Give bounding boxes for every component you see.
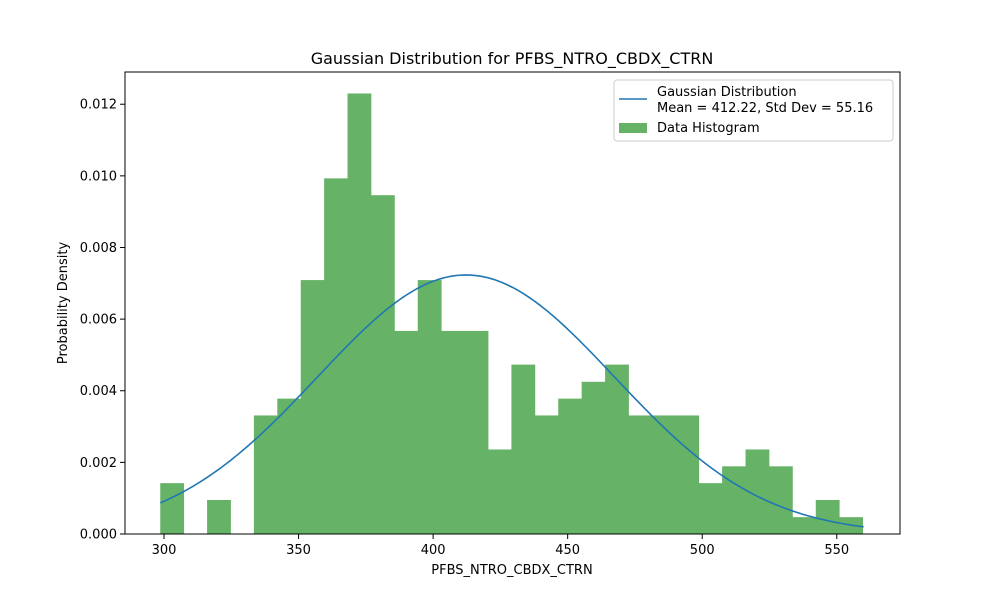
histogram-bars (160, 93, 863, 535)
x-tick-label: 300 (152, 543, 177, 558)
y-tick-label: 0.012 (80, 98, 117, 113)
y-tick-label: 0.006 (80, 313, 117, 328)
plot-area-frame (124, 71, 901, 535)
y-tick-label: 0.004 (80, 384, 117, 399)
x-tick-label: 400 (421, 543, 446, 558)
histogram-bar (324, 178, 348, 535)
histogram-bar (441, 330, 466, 534)
y-tick-label: 0.008 (80, 241, 117, 256)
y-tick-label: 0.000 (80, 528, 117, 543)
y-tick-label: 0.002 (80, 456, 117, 471)
histogram-bar (628, 415, 653, 534)
x-axis-ticks: 300 350 400 450 500 550 (152, 534, 849, 558)
histogram-bar (253, 415, 278, 534)
x-tick-label: 550 (824, 543, 849, 558)
legend-gaussian-label-1: Gaussian Distribution (657, 85, 797, 100)
histogram-bar (277, 398, 302, 534)
legend-histogram-swatch (619, 123, 647, 133)
histogram-bar (347, 93, 372, 534)
histogram-bar (417, 280, 442, 534)
histogram-bar (675, 415, 700, 534)
histogram-bar (207, 499, 231, 534)
legend-histogram-label: Data Histogram (657, 121, 760, 136)
histogram-bar (160, 483, 185, 534)
histogram-bar (581, 381, 606, 534)
x-tick-label: 450 (555, 543, 580, 558)
histogram-bar (698, 483, 723, 534)
histogram-bar (534, 415, 559, 534)
x-axis-label: PFBS_NTRO_CBDX_CTRN (431, 563, 592, 578)
histogram-bar (605, 364, 629, 534)
histogram-bar (464, 330, 489, 534)
histogram-bar (651, 415, 676, 534)
histogram-bar (768, 466, 793, 534)
x-tick-label: 500 (690, 543, 715, 558)
legend-gaussian-label-2: Mean = 412.22, Std Dev = 55.16 (657, 101, 873, 116)
y-tick-label: 0.010 (80, 169, 117, 184)
chart-title: Gaussian Distribution for PFBS_NTRO_CBDX… (311, 49, 714, 69)
histogram-bar (370, 195, 395, 534)
histogram-bar (300, 280, 325, 534)
histogram-bar (488, 449, 512, 534)
legend-box (613, 79, 894, 142)
legend: Gaussian Distribution Mean = 412.22, Std… (613, 79, 894, 142)
histogram-bar (745, 449, 770, 534)
gaussian-curve (159, 274, 864, 528)
histogram-bar (722, 466, 746, 534)
histogram-bar (558, 398, 583, 534)
histogram-bar (394, 330, 419, 534)
y-axis-label: Probability Density (56, 242, 71, 365)
x-tick-label: 350 (286, 543, 311, 558)
histogram-bar (511, 364, 536, 534)
histogram-bar (792, 517, 817, 534)
histogram-bar (815, 499, 840, 534)
y-axis-ticks: 0.000 0.002 0.004 0.006 0.008 0.010 0.012 (80, 98, 125, 543)
